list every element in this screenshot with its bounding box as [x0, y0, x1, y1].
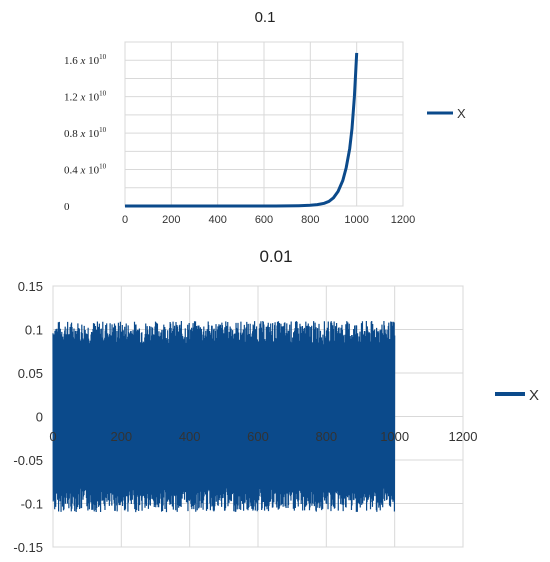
x-tick-label: 600	[255, 214, 273, 226]
y-axis-ticks: 0 0.4 x 1010 0.8 x 1010 1.2 x 1010 1.6 x 101…	[64, 53, 107, 213]
x-tick-label: 400	[179, 429, 201, 444]
x-tick-label: 1200	[449, 429, 478, 444]
y-tick-label: -0.15	[13, 540, 43, 555]
y-tick-label: 1.6 x 1010	[64, 53, 107, 67]
legend: X	[495, 387, 539, 404]
y-tick-label: 0.15	[18, 279, 43, 294]
y-tick-label: 0.05	[18, 366, 43, 381]
y-tick-label: 0.1	[25, 323, 43, 338]
legend-label: X	[529, 387, 539, 404]
y-tick-label: 0.4 x 1010	[64, 163, 107, 177]
x-axis-ticks: 0 200 400 600 800 1000 1200	[49, 429, 477, 444]
x-tick-label: 1200	[391, 214, 415, 226]
chart-0.01: 0.01 0.15 0.1 0.05 0 -0.05 -0.1 -0.15 0 200 400 6…	[13, 247, 539, 555]
y-tick-label: 0.8 x 1010	[64, 126, 107, 140]
y-tick-label: 0	[64, 201, 70, 213]
x-tick-label: 1000	[344, 214, 368, 226]
x-tick-label: 1000	[380, 429, 409, 444]
y-tick-label: 0	[36, 410, 43, 425]
series-line-x	[52, 320, 396, 513]
x-tick-label: 800	[301, 214, 319, 226]
x-tick-label: 0	[122, 214, 128, 226]
y-tick-label: 1.2 x 1010	[64, 90, 107, 104]
x-tick-label: 600	[247, 429, 269, 444]
legend-label: X	[457, 106, 466, 121]
x-tick-label: 200	[162, 214, 180, 226]
x-tick-label: 0	[49, 429, 56, 444]
series-line-x	[125, 52, 359, 208]
y-tick-label: -0.1	[21, 497, 43, 512]
x-axis-ticks: 0 200 400 600 800 1000 1200	[122, 214, 415, 226]
legend: X	[427, 106, 466, 121]
gridlines	[124, 41, 404, 207]
y-tick-label: -0.05	[13, 453, 43, 468]
y-axis-ticks: 0.15 0.1 0.05 0 -0.05 -0.1 -0.15	[13, 279, 43, 555]
chart-0.1: 0.1 0 0.4 x 1010 0.8 x 1010 1.2 x 1010 1.6 x…	[64, 9, 466, 226]
chart-title: 0.01	[259, 247, 292, 266]
chart-title: 0.1	[255, 9, 276, 26]
x-tick-label: 800	[315, 429, 337, 444]
x-tick-label: 400	[208, 214, 226, 226]
x-tick-label: 200	[110, 429, 132, 444]
